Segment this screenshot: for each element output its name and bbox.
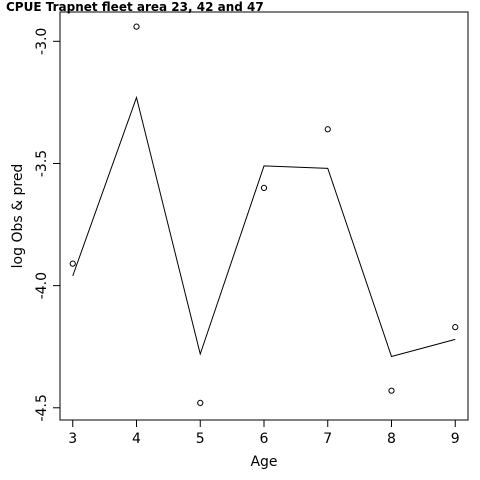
y-axis-label: log Obs & pred bbox=[10, 164, 26, 269]
plot-frame bbox=[59, 11, 469, 421]
y-tick-label: -3.5 bbox=[34, 150, 50, 177]
observed-point bbox=[69, 260, 76, 267]
series-layer bbox=[69, 23, 459, 406]
y-axis: -3.0 -3.5 -4.0 -4.5 bbox=[34, 28, 61, 421]
x-tick-label: 3 bbox=[68, 431, 77, 447]
x-tick-label: 5 bbox=[196, 431, 205, 447]
x-tick-label: 9 bbox=[451, 431, 460, 447]
y-tick-label: -4.0 bbox=[34, 272, 50, 299]
x-tick-label: 8 bbox=[387, 431, 396, 447]
x-tick-label: 6 bbox=[260, 431, 269, 447]
chart-title: CPUE Trapnet fleet area 23, 42 and 47 bbox=[6, 0, 264, 14]
x-axis: 3 4 5 6 7 8 9 bbox=[68, 419, 460, 447]
observed-point bbox=[197, 399, 204, 406]
predicted-line bbox=[72, 95, 456, 358]
y-tick-label: -3.0 bbox=[34, 28, 50, 55]
observed-point bbox=[260, 184, 268, 192]
x-tick-label: 7 bbox=[323, 431, 332, 447]
observed-point bbox=[324, 126, 331, 133]
x-tick-label: 4 bbox=[132, 431, 141, 447]
y-tick-label: -4.5 bbox=[34, 394, 50, 421]
observed-point bbox=[452, 324, 459, 331]
observed-point bbox=[388, 387, 395, 394]
observed-point bbox=[133, 23, 140, 30]
x-axis-label: Age bbox=[250, 454, 277, 470]
